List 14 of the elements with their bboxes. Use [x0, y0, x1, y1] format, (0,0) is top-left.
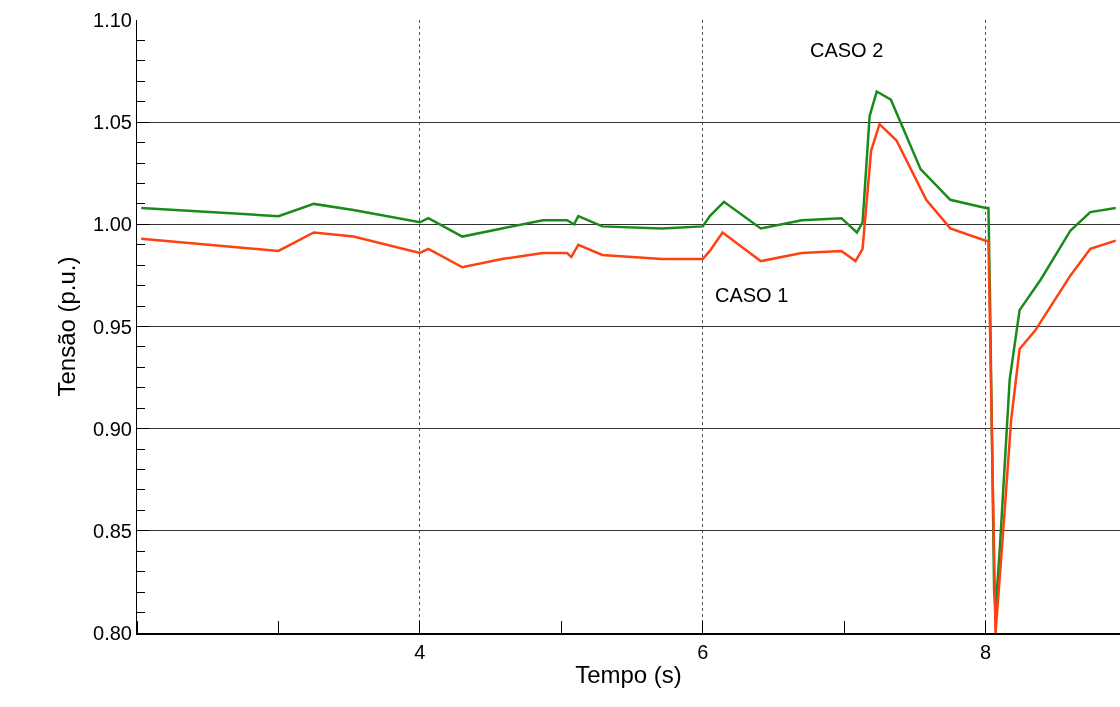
y-tick-label: 0.90 [93, 417, 132, 440]
y-tick-label: 0.95 [93, 315, 132, 338]
y-axis-title: Tensão (p.u.) [53, 256, 81, 397]
series-label: CASO 2 [810, 39, 884, 61]
y-tick-label: 1.05 [93, 111, 132, 134]
y-tick-label: 0.80 [93, 622, 132, 644]
x-axis-title: Tempo (s) [575, 660, 682, 688]
x-tick-label: 8 [980, 641, 992, 663]
x-tick-label: 4 [414, 641, 426, 663]
series-label: CASO 1 [715, 284, 789, 306]
y-tick-label: 1.10 [93, 9, 132, 31]
y-tick-label: 0.85 [93, 519, 132, 542]
y-tick-label: 1.00 [93, 213, 132, 236]
x-tick-label: 6 [697, 641, 709, 663]
